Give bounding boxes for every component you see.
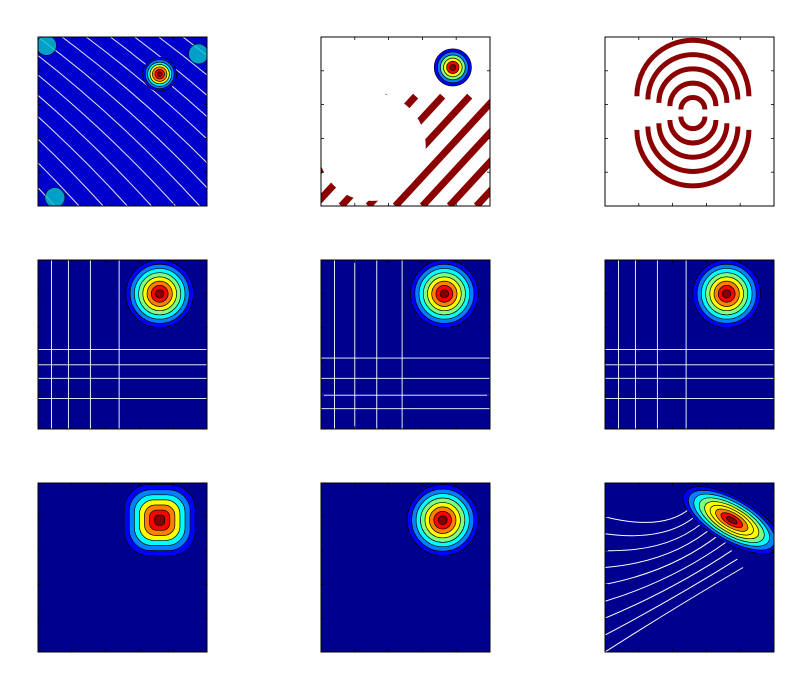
streak-contour <box>38 94 152 206</box>
ripple-contour <box>605 524 716 568</box>
streak-contour <box>38 116 128 206</box>
stripe-contour <box>446 156 490 206</box>
stripe-contour <box>419 127 490 206</box>
contour-panel-4 <box>37 259 208 430</box>
axes-frame <box>37 259 208 430</box>
axes-frame <box>320 482 491 653</box>
blank-region <box>321 92 426 201</box>
contour-panel-7 <box>37 482 208 653</box>
contour-level <box>722 289 732 299</box>
contour-panel-3 <box>604 36 775 207</box>
arc-contour <box>634 129 752 189</box>
streak-contour <box>85 37 207 140</box>
arc-contour <box>678 116 708 132</box>
edge-feature <box>188 43 207 65</box>
edge-feature <box>38 37 57 56</box>
contour-level <box>156 71 163 77</box>
axes-frame <box>320 259 491 430</box>
streak-contour <box>158 37 207 76</box>
plot-background <box>605 37 774 206</box>
axes-frame <box>37 36 208 207</box>
contour-panel-6 <box>604 259 775 430</box>
plot-area <box>38 37 207 206</box>
plot-area <box>321 37 605 206</box>
axes-frame <box>604 482 775 653</box>
ripple-contour <box>605 541 727 602</box>
ripple-contour <box>605 558 738 636</box>
ripple-contour <box>605 533 721 585</box>
axes-frame <box>604 36 775 207</box>
ripple-contour <box>605 550 733 619</box>
streak-contour <box>38 54 201 206</box>
plot-area <box>321 483 490 652</box>
stripe-contour <box>504 96 605 206</box>
arc-contour <box>645 52 741 100</box>
plot-area <box>605 37 774 206</box>
streak-contour <box>38 138 104 206</box>
contour-level <box>725 516 738 525</box>
streak-contour <box>110 37 207 118</box>
streak-contour <box>134 37 207 97</box>
arc-contour <box>645 126 741 175</box>
contour-level <box>449 63 457 71</box>
arc-contour <box>656 66 730 103</box>
streak-contour <box>38 74 176 206</box>
plot-area <box>605 260 774 429</box>
axes-frame <box>320 36 491 207</box>
arc-contour <box>667 80 719 107</box>
plot-area <box>321 260 490 429</box>
arc-contour <box>656 123 730 160</box>
streak-contour <box>38 37 207 189</box>
contour-panel-8 <box>320 482 491 653</box>
contour-level <box>437 515 448 525</box>
axes-frame <box>37 482 208 653</box>
plot-area <box>38 260 207 429</box>
contour-level <box>154 514 166 526</box>
arc-contour <box>634 37 752 97</box>
contour-panel-5 <box>320 259 491 430</box>
ripple-contour <box>605 567 744 652</box>
axes-frame <box>604 259 775 430</box>
contour-level <box>155 289 165 299</box>
streak-contour <box>61 37 207 164</box>
streak-contour <box>38 162 80 206</box>
contour-panel-9 <box>604 482 775 653</box>
plot-area <box>605 483 774 652</box>
stripe-contour <box>392 98 490 206</box>
edge-feature <box>44 187 66 206</box>
arc-contour <box>678 94 708 110</box>
contour-panel-1 <box>37 36 208 207</box>
contour-panel-2 <box>320 36 605 207</box>
stripe-contour <box>473 186 490 206</box>
plot-area <box>38 483 207 652</box>
arc-contour <box>667 119 719 146</box>
plot-background <box>38 37 207 206</box>
contour-level <box>439 289 449 299</box>
